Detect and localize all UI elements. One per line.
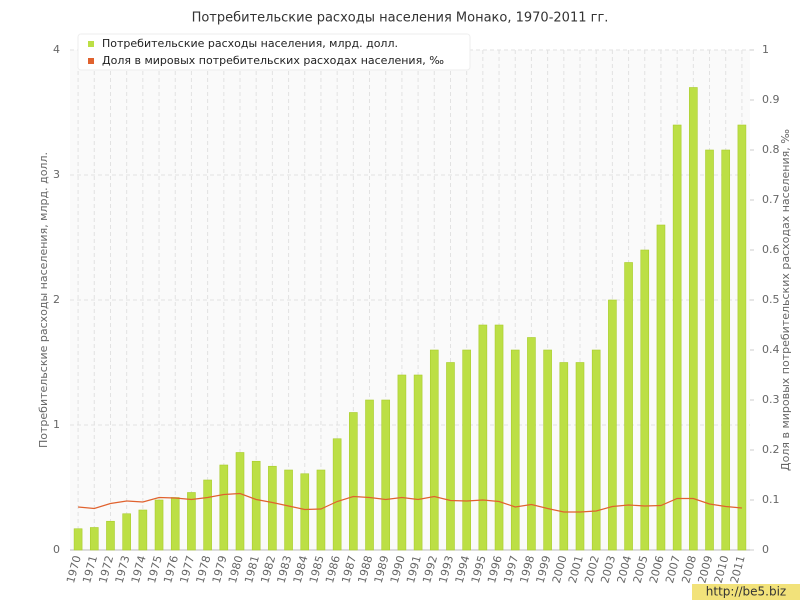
bar — [559, 362, 569, 551]
legend-box — [77, 33, 471, 71]
bar — [122, 513, 131, 551]
bar — [462, 349, 471, 551]
bar — [284, 469, 293, 551]
bar — [510, 349, 520, 551]
bar — [170, 497, 180, 551]
bar — [349, 412, 358, 551]
bar — [591, 349, 601, 551]
bar — [365, 399, 374, 551]
bar — [187, 492, 196, 551]
bar — [316, 469, 326, 551]
bar — [640, 249, 650, 551]
y2-tick-label: 0.6 — [762, 243, 780, 256]
y2-tick-label: 0.3 — [762, 393, 780, 406]
bar — [413, 374, 423, 551]
y-tick-label: 4 — [53, 43, 60, 56]
bar — [138, 509, 148, 551]
y2-tick-label: 1 — [762, 43, 769, 56]
bar — [624, 262, 633, 551]
line — [78, 492, 742, 513]
legend-label: Доля в мировых потребительских расходах … — [102, 54, 444, 67]
y-axis-label: Потребительские расходы населения, млрд.… — [37, 152, 50, 448]
bar — [446, 362, 455, 551]
bar — [251, 460, 261, 551]
bar — [543, 349, 552, 551]
legend-label: Потребительские расходы населения, млрд.… — [102, 37, 398, 50]
y2-tick-label: 0.5 — [762, 293, 780, 306]
bar — [381, 399, 391, 551]
bar — [656, 224, 666, 551]
bar — [268, 465, 277, 551]
y-tick-label: 2 — [53, 293, 60, 306]
legend: Потребительские расходы населения, млрд.… — [77, 33, 471, 71]
bar — [89, 527, 99, 551]
bar — [478, 324, 488, 551]
y-tick-label: 0 — [53, 543, 60, 556]
bar — [608, 299, 617, 551]
chart-title: Потребительские расходы населения Монако… — [192, 11, 609, 26]
y2-tick-label: 0.9 — [762, 93, 780, 106]
bar — [300, 473, 310, 551]
y-tick-label: 3 — [53, 168, 60, 181]
y2-axis-label: Доля в мировых потребительских расходах … — [779, 129, 792, 471]
bar — [527, 337, 536, 551]
legend-swatch — [88, 58, 94, 64]
bar — [689, 87, 698, 551]
bar — [672, 124, 682, 551]
y2-tick-label: 0.8 — [762, 143, 780, 156]
bar — [219, 464, 229, 551]
bar — [575, 362, 585, 551]
bar — [106, 520, 115, 551]
y-tick-label: 1 — [53, 418, 60, 431]
bar — [721, 149, 731, 551]
y2-tick-label: 0.7 — [762, 193, 780, 206]
bar — [397, 374, 407, 551]
bar — [332, 438, 342, 551]
bar — [494, 324, 504, 551]
y2-tick-label: 0.2 — [762, 443, 780, 456]
bar — [154, 499, 164, 551]
legend-swatch — [88, 41, 94, 47]
bar — [705, 149, 714, 551]
y2-tick-label: 0.4 — [762, 343, 780, 356]
watermark-bg — [692, 584, 800, 600]
bar — [73, 528, 83, 551]
y2-tick-label: 0 — [762, 543, 769, 556]
watermark: http://be5.biz — [706, 585, 786, 599]
bar — [737, 124, 747, 551]
bar — [235, 452, 245, 551]
bar — [429, 349, 439, 551]
bar — [203, 479, 212, 551]
y2-tick-label: 0.1 — [762, 493, 780, 506]
